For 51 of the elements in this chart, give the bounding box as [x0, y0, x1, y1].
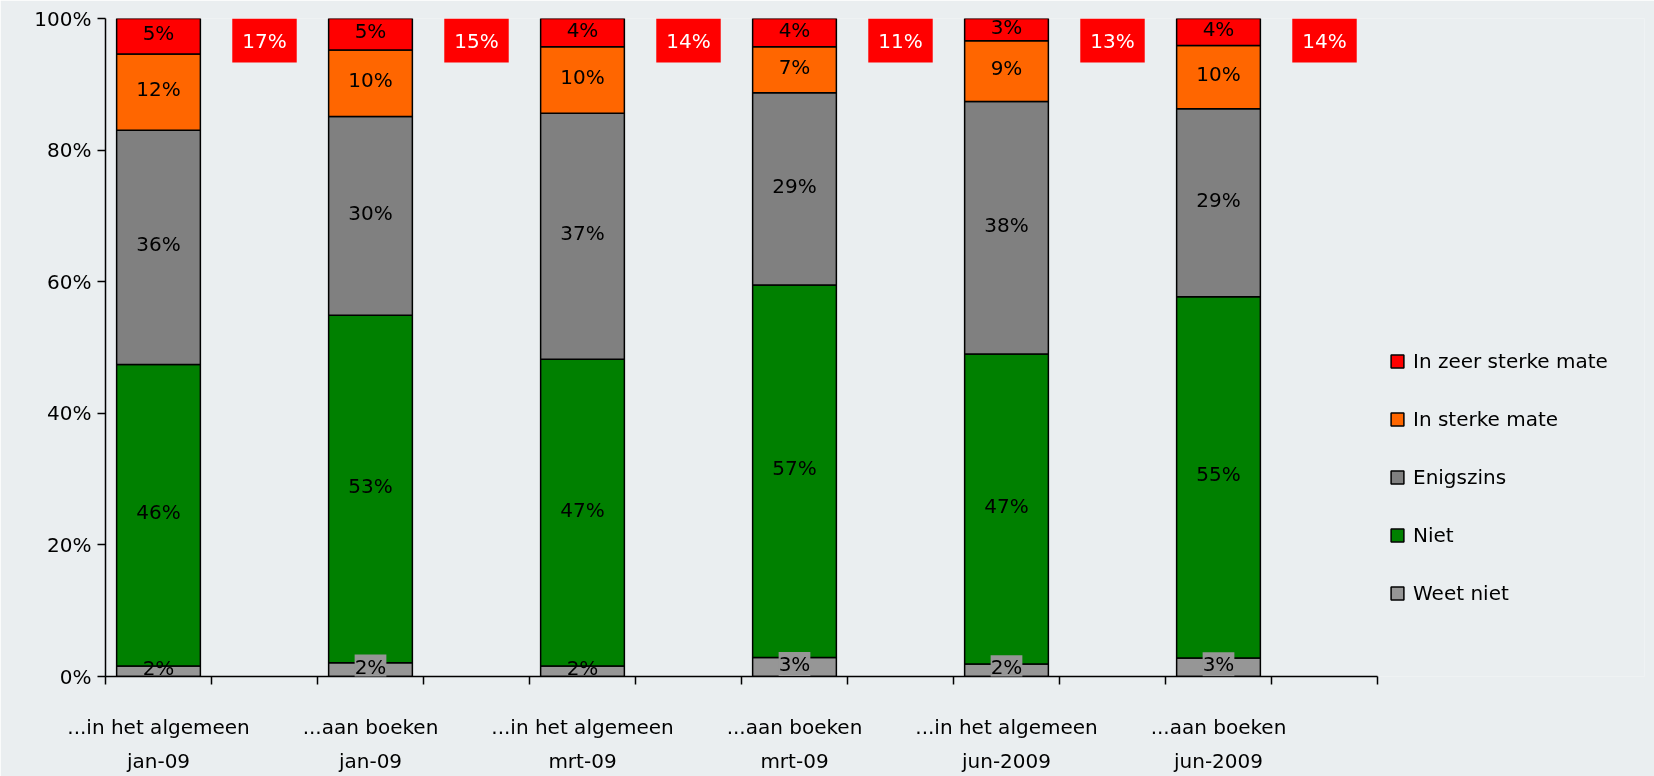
- data-label: 57%: [772, 456, 817, 481]
- y-tick-label: 100%: [34, 6, 92, 31]
- data-label: 4%: [778, 17, 811, 42]
- data-label: 2%: [354, 654, 387, 679]
- annotation: 14%: [666, 28, 711, 53]
- data-label: 38%: [984, 212, 1029, 237]
- legend-label: Enigszins: [1413, 465, 1507, 489]
- data-label: 30%: [348, 200, 393, 225]
- legend-label: Weet niet: [1413, 581, 1509, 605]
- data-label: 55%: [1196, 462, 1241, 487]
- data-label: 4%: [1202, 16, 1235, 41]
- data-label: 29%: [772, 173, 817, 198]
- x-tick-label: ...aan boeken jun-2009: [1150, 714, 1287, 774]
- data-label: 10%: [560, 65, 605, 90]
- annotation: 13%: [1090, 28, 1135, 53]
- legend-label: In zeer sterke mate: [1413, 349, 1608, 373]
- data-label: 37%: [560, 221, 605, 246]
- y-tick-label: 60%: [47, 269, 92, 294]
- annotation: 11%: [878, 28, 923, 53]
- data-label: 36%: [136, 232, 181, 257]
- data-label: 5%: [354, 19, 387, 44]
- data-label: 47%: [560, 497, 605, 522]
- data-label: 9%: [990, 56, 1023, 81]
- data-label: 12%: [136, 77, 181, 102]
- data-label: 47%: [984, 494, 1029, 519]
- y-tick-label: 80%: [47, 138, 92, 163]
- y-tick-label: 20%: [47, 532, 92, 557]
- data-label: 5%: [142, 21, 175, 46]
- annotation: 15%: [454, 28, 499, 53]
- data-label: 10%: [1196, 62, 1241, 87]
- x-tick-label: ...in het algemeen jan-09: [67, 714, 250, 774]
- x-tick-label: ...aan boeken mrt-09: [726, 714, 863, 774]
- y-tick-label: 40%: [47, 401, 92, 426]
- x-tick-label: ...in het algemeen jun-2009: [915, 714, 1098, 774]
- data-label: 2%: [990, 655, 1023, 680]
- data-label: 3%: [1202, 652, 1235, 677]
- legend-label: Niet: [1413, 523, 1454, 547]
- data-label: 29%: [1196, 187, 1241, 212]
- x-tick-label: ...in het algemeen mrt-09: [491, 714, 674, 774]
- data-label: 3%: [778, 651, 811, 676]
- annotation: 17%: [242, 28, 287, 53]
- data-label: 3%: [990, 14, 1023, 39]
- legend-label: In sterke mate: [1413, 407, 1559, 431]
- data-label: 46%: [136, 500, 181, 525]
- x-tick-label: ...aan boeken jan-09: [302, 714, 439, 774]
- data-label: 53%: [348, 473, 393, 498]
- data-label: 4%: [566, 17, 599, 42]
- data-label: 7%: [778, 54, 811, 79]
- y-tick-label: 0%: [59, 664, 92, 689]
- annotation: 14%: [1302, 28, 1347, 53]
- data-label: 10%: [348, 68, 393, 93]
